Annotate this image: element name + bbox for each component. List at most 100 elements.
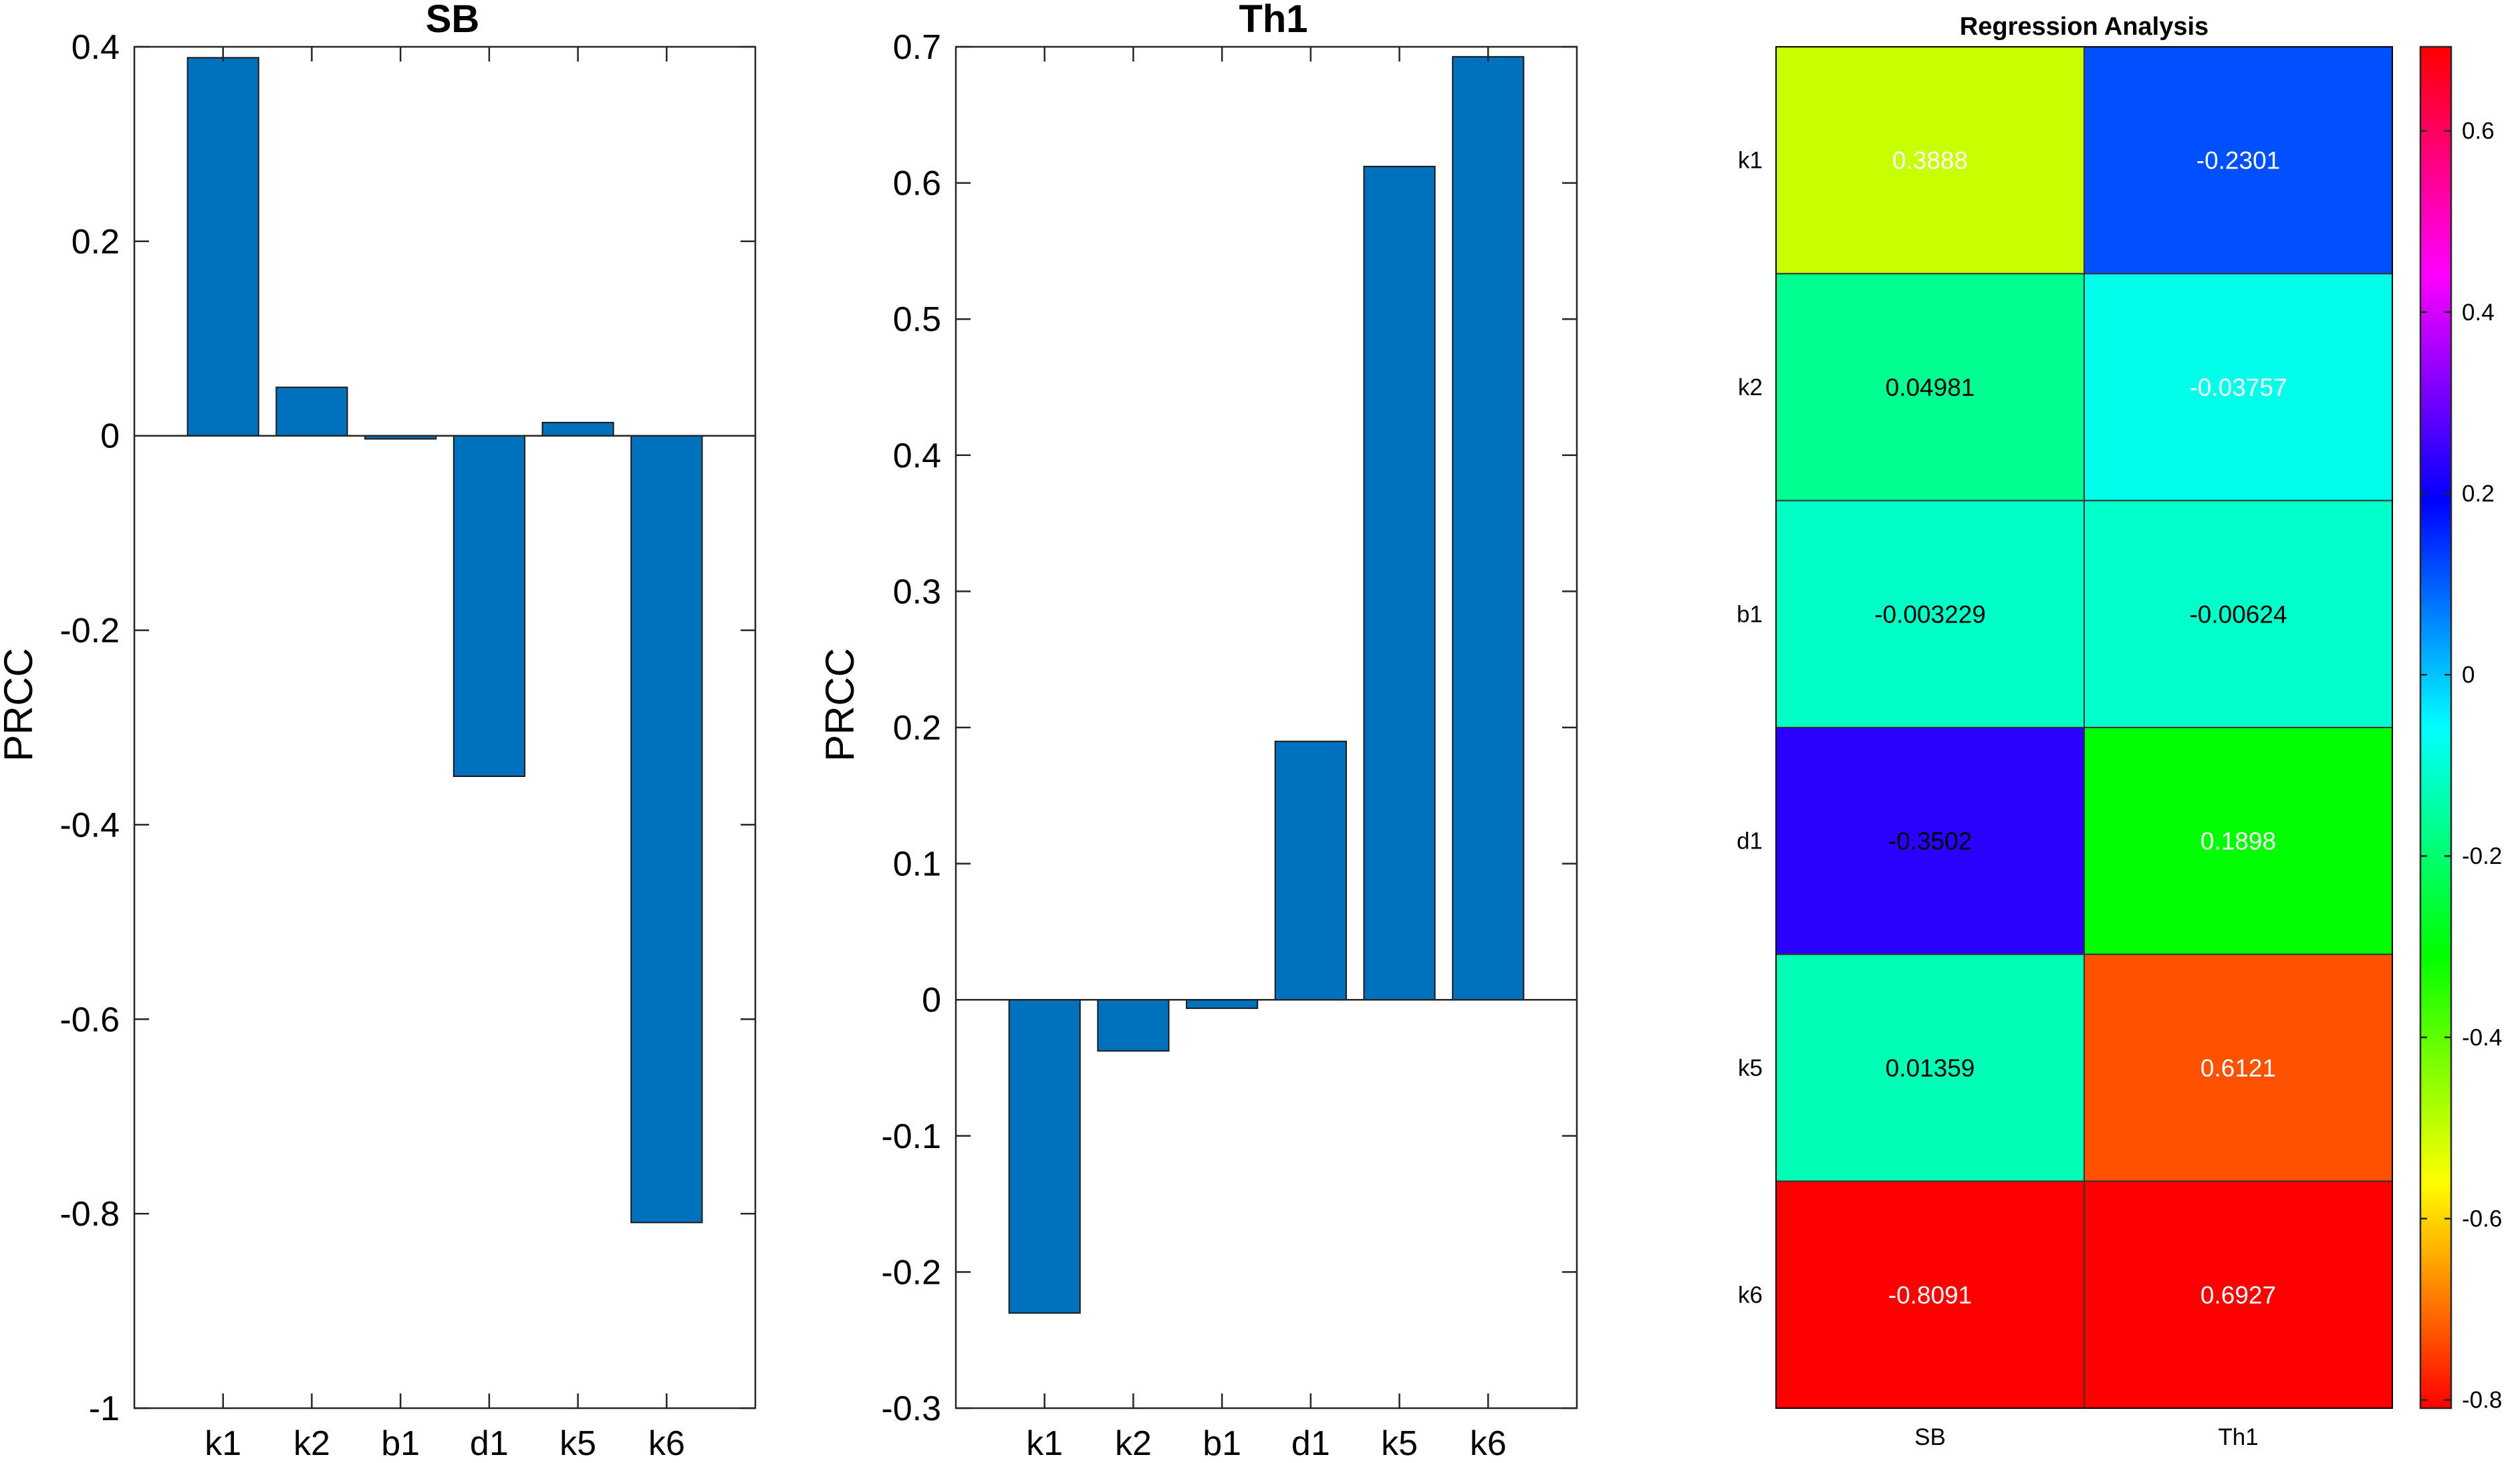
th1-x-axis-ticks: k1 k2 b1 d1 k5 k6: [1026, 47, 1507, 1463]
heatmap-cell-k6-SB: [1775, 1180, 2085, 1409]
sb-y-axis-label: PRCC: [0, 648, 41, 762]
sb-y-tick-label: 0: [100, 417, 120, 456]
colorbar-tick-label: -0.4: [2462, 1024, 2502, 1050]
heatmap-cell-b1-SB: [1775, 499, 2085, 729]
sb-bar-d1: [453, 435, 525, 778]
heatmap-cell-k1-Th1: [2084, 46, 2393, 275]
th1-y-tick-label: 0.5: [893, 300, 941, 339]
th1-bar-k1: [1008, 999, 1081, 1314]
th1-y-tick-label: -0.3: [881, 1389, 941, 1428]
colorbar-tick-label: 0.4: [2462, 300, 2495, 326]
heatmap-cell-label: 0.04981: [1886, 374, 1975, 401]
heatmap-column-labels: SB Th1: [1914, 1424, 2259, 1450]
th1-y-tick-label: 0.1: [893, 845, 941, 884]
sb-y-tick-label: -0.8: [59, 1195, 120, 1234]
heatmap-row-label-d1: d1: [1737, 828, 1763, 855]
th1-bar-k5: [1363, 165, 1436, 1001]
heatmap-cell-k5-Th1: [2084, 953, 2393, 1182]
sb-y-tick-label: -0.6: [59, 1000, 120, 1039]
heatmap-cell-d1-Th1: [2084, 727, 2393, 955]
sb-bars: [186, 57, 703, 1224]
sb-plot-area: [133, 45, 757, 1410]
th1-y-tick-label: 0.3: [893, 572, 941, 611]
heatmap-cells: 0.3888 -0.2301 0.04981 -0.03757 -0.003229 -0.…: [1775, 46, 2393, 1409]
heatmap-column-label-SB: SB: [1914, 1424, 1946, 1450]
sb-y-tick-label: -1: [89, 1389, 120, 1428]
heatmap-cell-label: -0.00624: [2189, 600, 2287, 628]
th1-y-axis-label: PRCC: [817, 648, 862, 762]
colorbar-tick-label: 0.6: [2462, 118, 2495, 144]
heatmap-row-label-b1: b1: [1737, 601, 1763, 627]
sb-bar-k6: [630, 435, 703, 1224]
heatmap-cell-label: -0.2301: [2196, 147, 2281, 175]
th1-y-tick-label: -0.2: [881, 1253, 941, 1292]
th1-bars: [1008, 55, 1525, 1314]
heatmap-title: Regression Analysis: [1960, 13, 2209, 41]
colorbar-ticks: 0.6 0.4 0.2 0 -0.2 -0.4 -0.6 -0.8: [2420, 118, 2502, 1414]
heatmap-cell-d1-SB: [1775, 727, 2085, 955]
heatmap-cell-k2-Th1: [2084, 273, 2393, 501]
heatmap-cell-k2-SB: [1775, 273, 2085, 501]
sb-x-axis-ticks: k1 k2 b1 d1 k5 k6: [205, 47, 685, 1463]
heatmap-cell-label: 0.3888: [1892, 147, 1968, 175]
th1-y-tick-label: 0.7: [893, 28, 941, 67]
th1-bar-chart: Th1 PRCC -0.3 -0.2 -0.1 0 0.1 0.2 0.3 0.4 0.5 0.6…: [817, 0, 1578, 1463]
sb-y-tick-label: -0.2: [59, 612, 120, 651]
sb-x-tick-label-k2: k2: [293, 1424, 330, 1463]
th1-y-tick-label: 0.2: [893, 709, 941, 748]
sb-y-tick-label: 0.4: [72, 28, 120, 67]
th1-bar-k2: [1097, 999, 1170, 1052]
heatmap-cell-label: -0.03757: [2189, 374, 2287, 401]
sb-chart-title: SB: [426, 0, 480, 41]
heatmap-cell-label: -0.003229: [1874, 600, 1986, 628]
colorbar: [2419, 45, 2452, 1410]
heatmap-column-label-Th1: Th1: [2218, 1424, 2258, 1450]
heatmap-cell-label: 0.1898: [2200, 828, 2276, 855]
th1-x-tick-label-k5: k5: [1381, 1424, 1418, 1463]
sb-x-tick-label-k5: k5: [559, 1424, 596, 1463]
th1-bar-b1: [1186, 999, 1259, 1009]
heatmap-row-label-k5: k5: [1738, 1055, 1763, 1081]
sb-bar-k2: [275, 386, 348, 437]
heatmap-cell-label: 0.01359: [1886, 1054, 1975, 1082]
sb-x-tick-label-k6: k6: [648, 1424, 685, 1463]
sb-y-tick-label: 0.2: [72, 223, 120, 261]
th1-y-tick-label: 0: [922, 981, 941, 1020]
sb-y-axis-ticks: -1 -0.8 -0.6 -0.4 -0.2 0 0.2 0.4: [59, 28, 755, 1428]
sb-x-tick-label-d1: d1: [470, 1424, 509, 1463]
colorbar-tick-label: 0.2: [2462, 481, 2495, 507]
th1-bar-d1: [1274, 740, 1347, 1001]
heatmap-row-label-k1: k1: [1738, 148, 1763, 174]
regression-heatmap: Regression Analysis 0.3888 -0.2301 0.04981…: [1737, 13, 2502, 1450]
heatmap-cell-b1-Th1: [2084, 499, 2393, 729]
th1-x-tick-label-b1: b1: [1203, 1424, 1241, 1463]
th1-y-axis-ticks: -0.3 -0.2 -0.1 0 0.1 0.2 0.3 0.4 0.5 0.6 0.7: [881, 28, 1577, 1428]
th1-x-tick-label-k1: k1: [1026, 1424, 1063, 1463]
th1-y-tick-label: -0.1: [881, 1117, 941, 1156]
heatmap-cell-label: 0.6121: [2200, 1054, 2276, 1082]
sb-bar-chart: SB PRCC -1 -0.8 -0.6 -0.4 -0.2 0 0.2 0.4 k1 k2 b1…: [0, 0, 757, 1463]
heatmap-row-label-k6: k6: [1738, 1282, 1763, 1308]
th1-y-tick-label: 0.4: [893, 437, 941, 475]
th1-x-tick-label-k2: k2: [1115, 1424, 1152, 1463]
heatmap-cell-label: 0.6927: [2200, 1281, 2276, 1309]
th1-chart-title: Th1: [1239, 0, 1307, 41]
heatmap-row-label-k2: k2: [1738, 374, 1763, 401]
heatmap-row-labels: k1 k2 b1 d1 k5 k6: [1737, 148, 1763, 1309]
colorbar-tick-label: -0.8: [2462, 1387, 2502, 1414]
heatmap-cell-label: -0.8091: [1888, 1281, 1973, 1309]
colorbar-tick-label: -0.2: [2462, 843, 2502, 869]
heatmap-cell-label: -0.3502: [1888, 828, 1973, 855]
sb-x-tick-label-k1: k1: [205, 1424, 241, 1463]
sb-y-tick-label: -0.4: [59, 806, 120, 845]
sb-x-tick-label-b1: b1: [381, 1424, 420, 1463]
colorbar-tick-label: -0.6: [2462, 1206, 2502, 1232]
th1-y-tick-label: 0.6: [893, 164, 941, 203]
heatmap-cell-k5-SB: [1775, 953, 2085, 1182]
colorbar-tick-label: 0: [2462, 662, 2475, 688]
th1-x-tick-label-d1: d1: [1291, 1424, 1330, 1463]
th1-x-tick-label-k6: k6: [1470, 1424, 1507, 1463]
th1-bar-k6: [1452, 55, 1525, 1001]
sb-bar-k5: [541, 421, 614, 437]
